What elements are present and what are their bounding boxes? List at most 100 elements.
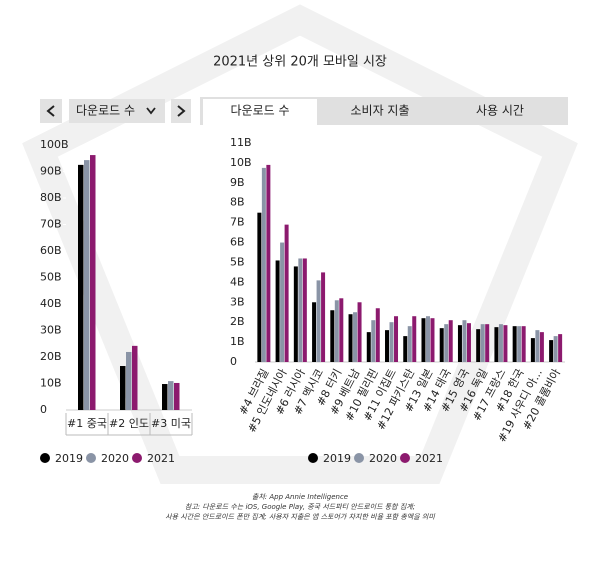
dropdown-label: 다운로드 수 (76, 104, 135, 118)
bar (280, 242, 285, 362)
bar (480, 324, 485, 362)
legend-label: 2021 (147, 452, 175, 465)
bar (132, 345, 138, 410)
bar (448, 320, 453, 362)
legend-swatch (40, 453, 50, 463)
bar (403, 336, 408, 362)
bar (120, 366, 126, 410)
y-tick-label: 2B (230, 315, 245, 328)
footnote: 참고: 다운로드 수는 iOS, Google Play, 중국 서드파티 안드… (185, 503, 415, 511)
bar (457, 325, 462, 362)
bar (553, 336, 558, 362)
bar (174, 382, 180, 410)
y-tick-label: 9B (230, 176, 245, 189)
next-icon (177, 105, 186, 117)
tab-label[interactable]: 사용 시간 (476, 104, 524, 118)
bar (266, 164, 271, 362)
x-tick-label: #2 인도 (109, 417, 149, 430)
bar (462, 320, 467, 362)
bar (84, 160, 90, 410)
bar (366, 332, 371, 362)
bar (444, 324, 449, 362)
bar (353, 312, 358, 362)
bar (168, 381, 174, 410)
legend-swatch (132, 453, 142, 463)
bar (298, 258, 303, 362)
y-tick-label: 100B (40, 138, 69, 151)
watermark (22, 4, 578, 484)
bar (439, 328, 444, 362)
y-tick-label: 7B (230, 216, 245, 229)
bar (521, 326, 526, 362)
bar (558, 334, 563, 362)
y-tick-label: 20B (40, 350, 62, 363)
bar (162, 384, 168, 410)
bar (539, 332, 544, 362)
y-tick-label: 6B (230, 236, 245, 249)
bar (316, 280, 321, 362)
legend-label: 2019 (323, 452, 351, 465)
legend-label: 2020 (101, 452, 129, 465)
legend-swatch (86, 453, 96, 463)
y-tick-label: 1B (230, 335, 245, 348)
bar (530, 338, 535, 362)
y-tick-label: 8B (230, 196, 245, 209)
y-tick-label: 50B (40, 271, 62, 284)
y-tick-label: 90B (40, 165, 62, 178)
tab-label[interactable]: 다운로드 수 (230, 104, 289, 118)
y-tick-label: 11B (230, 136, 252, 149)
x-tick-label: #1 중국 (67, 417, 107, 430)
y-tick-label: 5B (230, 255, 245, 268)
title: 2021년 상위 20개 모바일 시장 (213, 55, 387, 70)
legend-label: 2021 (415, 452, 443, 465)
footnote: 사용 시간은 안드로이드 폰만 집계; 사용자 지출은 앱 스토어가 차지한 비… (165, 513, 435, 521)
legend-swatch (400, 453, 410, 463)
active-tab[interactable] (203, 99, 317, 125)
bar (385, 330, 390, 362)
bar (357, 302, 362, 362)
y-tick-label: 30B (40, 324, 62, 337)
legend-swatch (354, 453, 364, 463)
bar (78, 164, 84, 410)
bar (394, 316, 399, 362)
bar (430, 318, 435, 362)
y-tick-label: 10B (40, 377, 62, 390)
bar (90, 155, 96, 410)
bar (517, 326, 522, 362)
bar (371, 320, 376, 362)
dropdown-icon (146, 107, 156, 115)
prev-icon (46, 105, 55, 117)
bar (503, 325, 508, 362)
bar (321, 272, 326, 362)
legend-label: 2020 (369, 452, 397, 465)
y-tick-label: 0 (40, 403, 47, 416)
y-tick-label: 70B (40, 218, 62, 231)
bar (389, 322, 394, 362)
tab-label[interactable]: 소비자 지출 (350, 104, 409, 118)
y-tick-label: 4B (230, 275, 245, 288)
bar (494, 327, 499, 362)
bar (261, 167, 266, 362)
bar (485, 324, 490, 362)
bar (466, 323, 471, 362)
footnote: 출처: App Annie Intelligence (252, 493, 348, 501)
bar (421, 318, 426, 362)
bar (293, 266, 298, 362)
legend-label: 2019 (55, 452, 83, 465)
bar (412, 316, 417, 362)
bar (498, 324, 503, 362)
legend-swatch (308, 453, 318, 463)
y-tick-label: 10B (230, 156, 252, 169)
bar (425, 316, 430, 362)
bar (284, 224, 289, 362)
bar (549, 340, 554, 362)
next-button[interactable] (171, 99, 191, 123)
bar (375, 308, 380, 362)
prev-button[interactable] (40, 99, 62, 123)
bar (275, 260, 280, 362)
x-tick-label: #3 미국 (151, 417, 191, 430)
y-tick-label: 40B (40, 297, 62, 310)
bar (407, 326, 412, 362)
y-tick-label: 80B (40, 191, 62, 204)
bar (312, 302, 317, 362)
